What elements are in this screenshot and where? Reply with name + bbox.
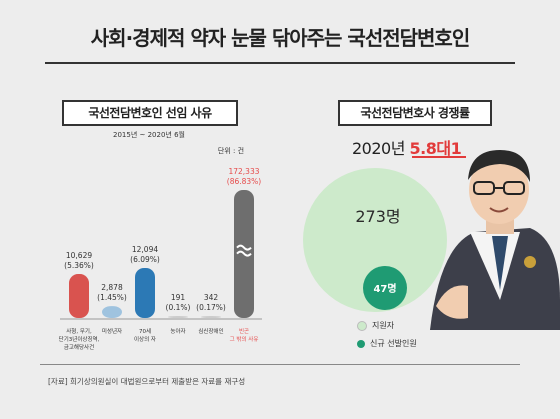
ratio-text: 5.8대1 (409, 139, 462, 158)
percent-label: (1.45%) (97, 293, 127, 302)
legend-selected-label: 신규 선발인원 (370, 339, 417, 348)
data-label: 172,333 (228, 167, 259, 176)
bar (201, 316, 221, 318)
data-label: 342 (204, 293, 219, 302)
period-label: 2015년 ~ 2020년 6월 (113, 131, 185, 139)
data-label: 2,878 (101, 283, 123, 292)
tick-label: 단기3년이상징역, (59, 335, 100, 343)
title-rule (45, 62, 515, 64)
left-heading: 국선전담변호인 선임 사유 (62, 100, 238, 126)
bar (135, 268, 155, 318)
axis-break-mark (236, 244, 252, 251)
legend-selected: 신규 선발인원 (357, 338, 417, 349)
selected-value: 47명 (373, 282, 396, 295)
footer-rule (40, 364, 520, 365)
percent-label: (5.36%) (64, 261, 94, 270)
unit-label: 단위 : 건 (217, 147, 245, 155)
data-label: 191 (171, 293, 186, 302)
tick-label: 사형, 무기, (66, 327, 92, 335)
lawyer-illustration (430, 150, 560, 330)
legend-swatch (357, 320, 367, 331)
right-heading: 국선전담변호사 경쟁률 (338, 100, 492, 126)
bar (168, 316, 188, 318)
tick-label: 빈곤 (239, 327, 249, 335)
tick-label: 농아자 (170, 327, 185, 335)
tick-label: 미성년자 (102, 327, 122, 335)
bar (69, 274, 89, 318)
applicants-circle (303, 168, 447, 312)
legend-swatch (357, 339, 365, 348)
axis-break-mark (236, 250, 252, 257)
legend-applicants: 지원자 (357, 320, 394, 331)
selected-circle (363, 266, 407, 310)
tick-label: 심신장애인 (198, 327, 223, 335)
source-note: [자료] 희기상의원실이 대법원으로부터 제출받은 자료를 재구성 (48, 377, 246, 386)
page-title: 사회·경제적 약자 눈물 닦아주는 국선전담변호인 (90, 26, 470, 50)
tick-label: 이상의 자 (134, 335, 156, 343)
percent-label: (86.83%) (227, 177, 262, 186)
tick-label: 그 밖의 사유 (230, 335, 259, 343)
percent-label: (6.09%) (130, 255, 160, 264)
applicants-value: 273명 (355, 207, 400, 226)
tick-label: 금고해당사건 (64, 343, 94, 351)
legend-applicants-label: 지원자 (372, 321, 395, 330)
percent-label: (0.1%) (166, 303, 191, 312)
ratio-underline (412, 156, 466, 158)
tick-label: 70세 (139, 327, 151, 335)
competition-ratio-line: 2020년 5.8대1 (352, 135, 462, 159)
data-label: 10,629 (66, 251, 92, 260)
data-label: 12,094 (132, 245, 158, 254)
year-text: 2020년 (352, 139, 405, 158)
bar (102, 306, 122, 318)
percent-label: (0.17%) (196, 303, 226, 312)
